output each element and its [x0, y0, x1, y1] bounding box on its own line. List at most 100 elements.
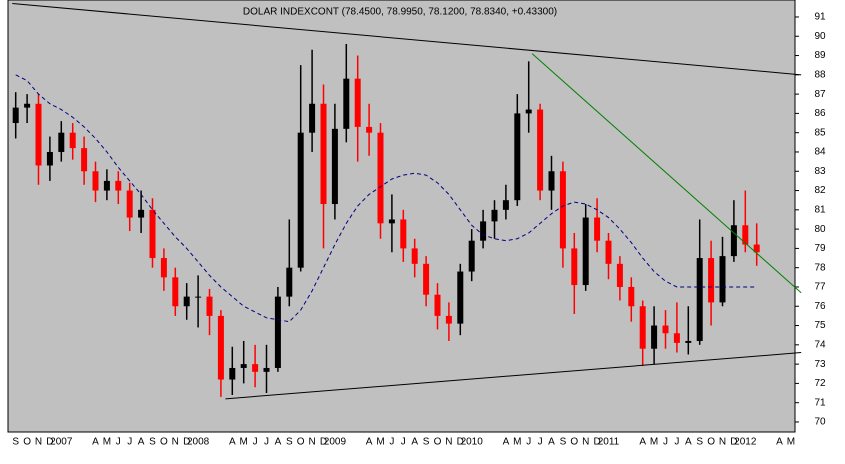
candle-body	[46, 151, 53, 166]
x-tick-label: J	[401, 437, 406, 448]
x-tick-label: M	[650, 437, 658, 448]
y-tick-label: 83	[814, 166, 826, 177]
x-tick-label: A	[639, 437, 646, 448]
x-tick-label: A	[503, 437, 510, 448]
candle-body	[69, 132, 76, 149]
candle-body	[24, 103, 31, 108]
y-tick-label: 76	[814, 301, 826, 312]
x-tick-label: N	[445, 437, 452, 448]
y-tick-label: 72	[814, 378, 826, 389]
y-tick-label: 84	[814, 147, 826, 158]
candle-body	[240, 364, 247, 368]
candle-body	[103, 180, 110, 191]
x-tick-label: A	[229, 437, 236, 448]
candle-body	[719, 256, 726, 303]
candle-body	[388, 219, 395, 224]
candle-body	[525, 109, 532, 114]
x-tick-label: S	[423, 437, 430, 448]
x-tick-label: S	[149, 437, 156, 448]
x-tick-label: A	[411, 437, 418, 448]
y-tick-label: 88	[814, 69, 826, 80]
y-tick-label: 87	[814, 89, 826, 100]
x-tick-label: O	[570, 437, 578, 448]
candle-body	[366, 126, 373, 133]
candle-body	[229, 367, 236, 380]
candle-body	[742, 225, 749, 245]
candle-body	[138, 209, 145, 218]
x-tick-label: M	[240, 437, 248, 448]
trendline	[225, 352, 802, 400]
candle-body	[172, 277, 179, 307]
candle-body	[160, 258, 167, 278]
candle-body	[58, 132, 65, 152]
y-tick-label: 81	[814, 204, 826, 215]
x-tick-label: M	[787, 437, 795, 448]
x-tick-label: A	[685, 437, 692, 448]
x-tick-label: O	[160, 437, 168, 448]
x-tick-label: O	[297, 437, 305, 448]
x-tick-label: O	[707, 437, 715, 448]
x-tick-label: S	[560, 437, 567, 448]
candle-body	[753, 244, 760, 253]
candle-body	[400, 219, 407, 249]
x-tick-label: A	[366, 437, 373, 448]
candle-body	[457, 271, 464, 324]
x-tick-label: D	[730, 437, 737, 448]
x-tick-label: 2010	[461, 437, 484, 448]
candle-body	[616, 263, 623, 287]
y-tick-label: 77	[814, 282, 826, 293]
y-tick-label: 91	[814, 12, 826, 23]
x-tick-label: M	[376, 437, 384, 448]
candle-body	[320, 103, 327, 205]
y-tick-label: 90	[814, 31, 826, 42]
x-tick-label: 2011	[598, 437, 620, 448]
x-tick-label: S	[696, 437, 703, 448]
candle-body	[594, 217, 601, 241]
x-tick-label: A	[548, 437, 555, 448]
candle-body	[423, 263, 430, 295]
x-tick-label: S	[12, 437, 19, 448]
plot-area	[7, 0, 796, 433]
y-tick-label: 74	[814, 339, 826, 350]
x-tick-label: A	[776, 437, 783, 448]
candle-body	[730, 225, 737, 257]
x-tick-label: N	[719, 437, 726, 448]
candle-body	[651, 325, 658, 349]
x-tick-label: J	[116, 437, 121, 448]
x-tick-label: J	[389, 437, 394, 448]
x-tick-label: S	[286, 437, 293, 448]
x-tick-label: D	[457, 437, 464, 448]
candle-body	[673, 333, 680, 343]
candle-body	[571, 248, 578, 286]
trendline	[12, 2, 802, 76]
candle-body	[502, 200, 509, 210]
x-tick-label: J	[663, 437, 668, 448]
candle-body	[662, 325, 669, 334]
candle-body	[468, 240, 475, 272]
y-tick-label: 78	[814, 262, 826, 273]
x-tick-label: J	[526, 437, 531, 448]
x-tick-label: N	[582, 437, 589, 448]
candle-body	[263, 367, 270, 372]
candle-body	[708, 258, 715, 303]
candle-body	[81, 148, 88, 172]
candle-body	[377, 132, 384, 224]
x-tick-label: A	[275, 437, 282, 448]
candle-body	[582, 217, 589, 286]
candle-body	[696, 258, 703, 341]
x-tick-label: D	[320, 437, 327, 448]
x-tick-label: J	[127, 437, 132, 448]
x-tick-label: J	[538, 437, 543, 448]
candle-body	[331, 128, 338, 205]
candle-body	[195, 296, 202, 298]
x-tick-label: A	[92, 437, 99, 448]
candle-body	[217, 315, 224, 380]
x-tick-label: O	[434, 437, 442, 448]
y-tick-label: 70	[814, 417, 826, 428]
candle-body	[639, 306, 646, 349]
candle-body	[480, 221, 487, 241]
candle-body	[605, 240, 612, 264]
x-tick-label: 2009	[324, 437, 347, 448]
candle-body	[354, 78, 361, 127]
